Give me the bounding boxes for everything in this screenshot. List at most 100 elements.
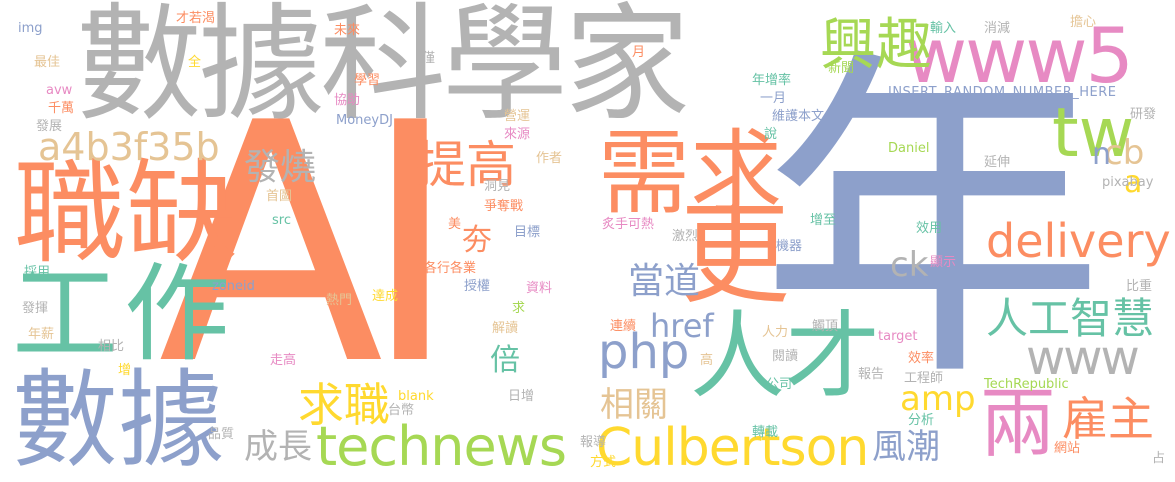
word-zhuanzai: 轉載 xyxy=(752,425,779,440)
word-baodao: 報導 xyxy=(580,435,607,450)
word-techrepublic: TechRepublic xyxy=(984,377,1069,392)
word-xuexi: 學習 xyxy=(354,73,381,88)
word-target: target xyxy=(878,329,918,344)
word-weilai: 未來 xyxy=(334,23,361,38)
word-wangzhan: 網站 xyxy=(1054,441,1081,456)
word-lianxu: 連續 xyxy=(610,319,637,334)
word-fashao: 發燒 xyxy=(244,147,317,188)
word-qiuzhi: 求職 xyxy=(298,378,390,432)
word-dongjian: 洞見 xyxy=(484,179,511,194)
word-jilie: 激烈 xyxy=(672,229,699,244)
word-shoutu: 首圖 xyxy=(266,189,293,204)
word-cb: cb xyxy=(1104,133,1145,173)
word-img: img xyxy=(18,21,43,36)
word-zuijia: 最佳 xyxy=(34,55,61,70)
word-guzhu: 雇主 xyxy=(1062,392,1154,446)
word-xiangguan: 相關 xyxy=(600,385,668,425)
word-nianzeng: 年增率 xyxy=(752,73,792,88)
word-xiaojian: 消減 xyxy=(984,21,1011,36)
word-rencai: 人才 xyxy=(690,302,881,412)
word-quan: 全 xyxy=(188,55,202,70)
word-bei: 倍 xyxy=(490,343,520,378)
word-gao: 高 xyxy=(700,353,714,368)
word-href: href xyxy=(650,307,714,345)
word-zhengduo: 爭奪戰 xyxy=(484,199,524,214)
word-rengong: 人工智慧 xyxy=(986,294,1155,343)
word-gongchengshi: 工程師 xyxy=(904,371,944,386)
word-shuju: 數據 xyxy=(12,359,224,482)
word-technews: technews xyxy=(316,415,567,478)
word-yanfa: 研發 xyxy=(1130,107,1157,122)
word-www: www xyxy=(1026,330,1140,386)
word-kua: 夯 xyxy=(462,223,492,258)
word-gexing: 各行各業 xyxy=(424,261,477,276)
word-zengzhi: 增至 xyxy=(810,213,837,228)
word-culbertson: Culbertson xyxy=(596,418,869,478)
word-baogao: 報告 xyxy=(858,367,885,382)
word-avw: avw xyxy=(46,83,73,98)
word-fengchao: 風潮 xyxy=(872,427,940,467)
word-xiaoyong: 效用 xyxy=(916,221,943,236)
word-zhan: 占 xyxy=(1152,451,1166,466)
word-amp: amp xyxy=(900,379,976,419)
word-zuo: 作 xyxy=(124,253,230,376)
word-fahui: 發揮 xyxy=(22,301,49,316)
word-geng: 更 xyxy=(680,191,790,319)
word-blank: blank xyxy=(398,389,434,404)
word-qianwan: 千萬 xyxy=(48,101,75,116)
word-laiyuan: 來源 xyxy=(504,127,531,142)
word-caiyong: 採用 xyxy=(24,265,51,280)
word-mei: 美 xyxy=(448,217,462,232)
word-qiu: 求 xyxy=(512,301,526,316)
word-bizhong: 比重 xyxy=(1126,279,1153,294)
word-xianshi: 顯示 xyxy=(930,255,957,270)
word-ck: ck xyxy=(890,245,929,285)
word-moneydj: MoneyDJ xyxy=(336,113,393,128)
word-tw: tw xyxy=(1052,94,1135,173)
word-nian: 年 xyxy=(760,22,1105,423)
word-zuozhe: 作者 xyxy=(536,151,563,166)
word-xuqiu: 需求 xyxy=(598,120,783,227)
word-zeng: 增 xyxy=(118,363,132,378)
word-a4b3f35b: a4b3f35b xyxy=(38,125,220,169)
word-pinzhi: 品質 xyxy=(208,427,235,442)
word-shouquan: 授權 xyxy=(464,279,491,294)
word-nianxin: 年薪 xyxy=(28,327,55,342)
word-yue: 月 xyxy=(632,45,646,60)
word-ai: AI xyxy=(158,53,459,437)
word-gong: 工 xyxy=(12,253,118,376)
word-zhiyuan: 炙手可熱 xyxy=(602,217,655,232)
word-zougao: 走高 xyxy=(270,353,297,368)
word-yanshen: 延伸 xyxy=(984,155,1011,170)
word-fenxi: 分析 xyxy=(908,413,935,428)
word-mubiao: 目標 xyxy=(514,225,541,240)
word-renli: 人力 xyxy=(762,325,789,340)
word-xingqu: 興趣 xyxy=(820,13,932,78)
word-yuedu: 閱讀 xyxy=(772,349,799,364)
word-xinwen: 新聞 xyxy=(828,61,855,76)
word-xiaolv: 效率 xyxy=(908,351,935,366)
word-data-scientist: 數據科學家 xyxy=(76,0,690,138)
word-weihu: 維護本文 xyxy=(772,109,825,124)
word-n: n xyxy=(1092,137,1112,172)
word-chuding: 觸頂 xyxy=(812,319,839,334)
word-php: php xyxy=(598,324,690,380)
word-liang: 兩 xyxy=(980,379,1056,468)
word-a: a xyxy=(1124,165,1143,200)
word-delivery: delivery xyxy=(986,214,1171,268)
word-www5: www5 xyxy=(905,11,1134,100)
word-taibi: 台幣 xyxy=(388,403,415,418)
word-fazhan: 發展 xyxy=(36,119,63,134)
word-insert: INSERT_RANDOM_NUMBER_HERE xyxy=(888,85,1117,100)
word-tigao: 提高 xyxy=(416,136,516,194)
word-src: src xyxy=(272,213,291,228)
word-jin: 僅 xyxy=(422,51,436,66)
word-gongsi: 公司 xyxy=(766,377,793,392)
word-shuo: 說 xyxy=(764,127,778,142)
word-rizeng: 日增 xyxy=(508,389,535,404)
word-cairuoke: 才若渴 xyxy=(176,11,216,26)
word-dacheng: 達成 xyxy=(372,289,399,304)
word-ziliao: 資料 xyxy=(526,281,553,296)
word-dangdao: 當道 xyxy=(628,261,701,302)
